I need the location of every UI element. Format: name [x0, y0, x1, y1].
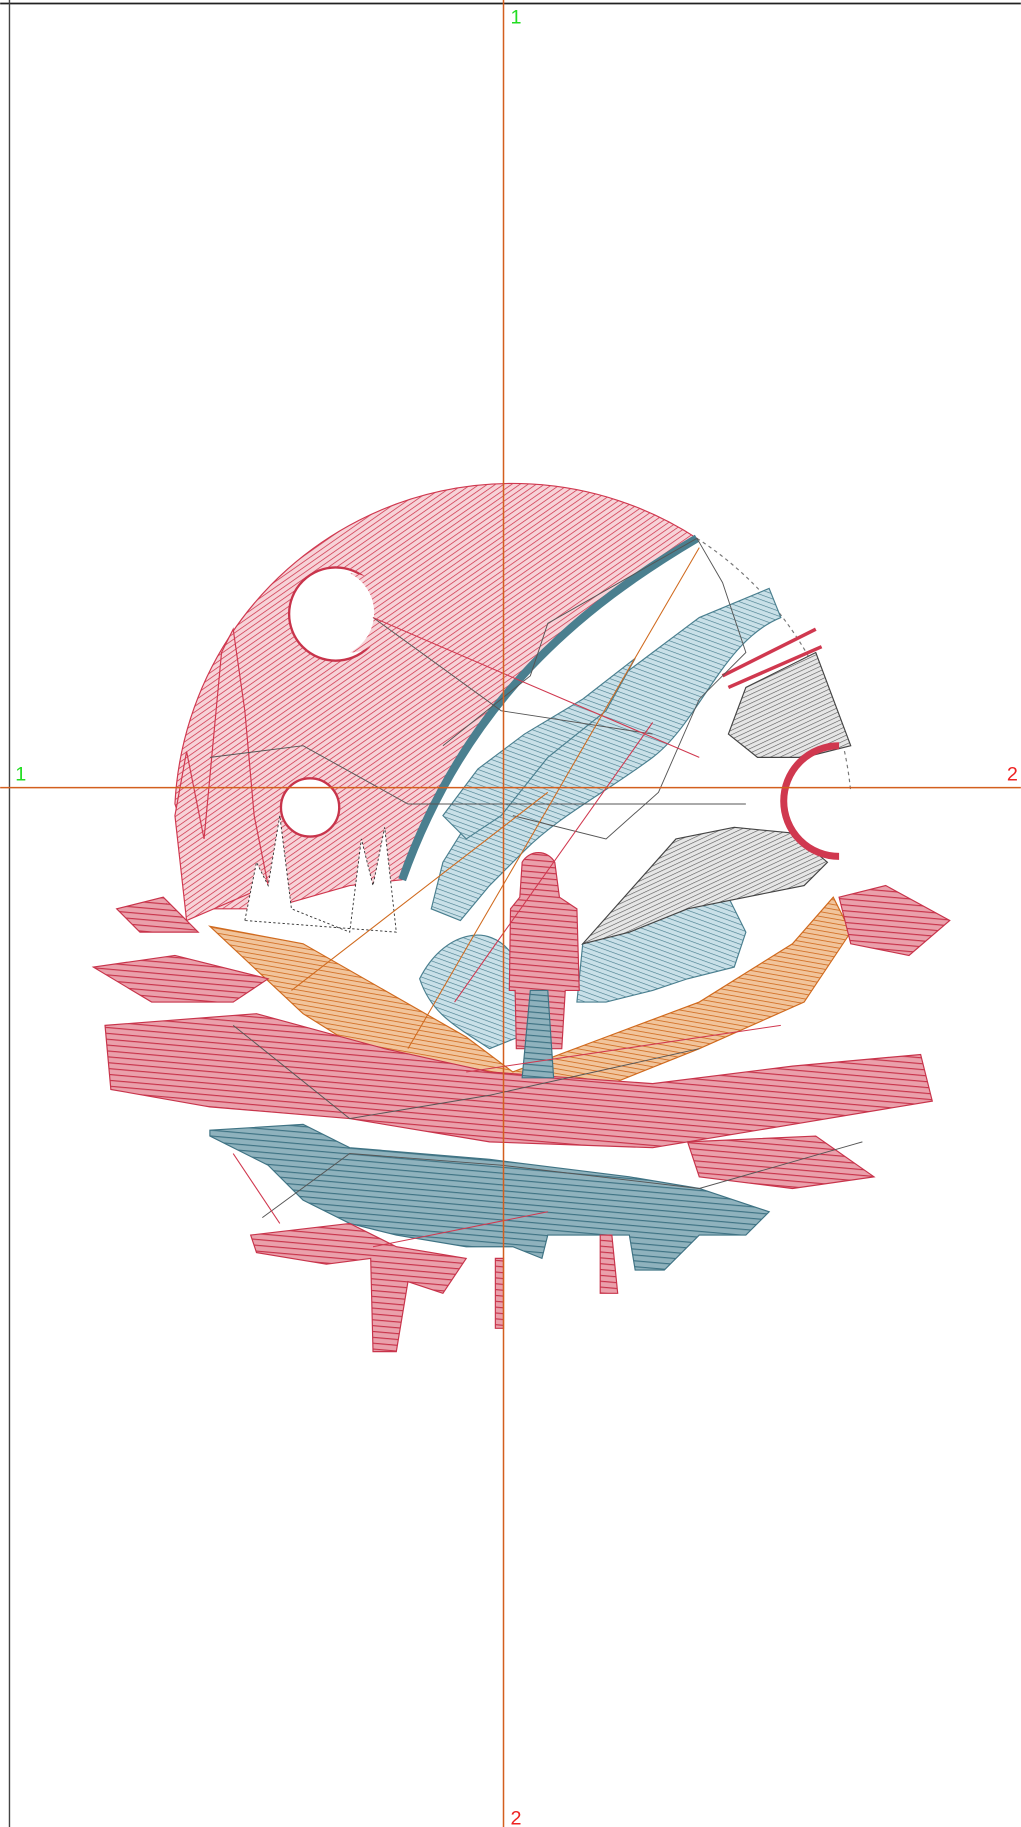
guide-label: 2 [511, 1808, 522, 1827]
jump-stitches [232, 617, 781, 1248]
rim-stripes [721, 627, 823, 690]
grey-cloud [727, 651, 852, 758]
guide-label: 2 [1007, 764, 1018, 786]
white-spires [244, 815, 397, 933]
ground-streaks [104, 1013, 934, 1149]
guide-label: 1 [15, 764, 26, 786]
ground-streaks [91, 884, 951, 1190]
rock-spires [174, 627, 269, 922]
planet-outline [696, 537, 852, 793]
astronaut [508, 852, 580, 1050]
moon-shade [349, 573, 390, 653]
astronaut-shadow [521, 989, 555, 1079]
embroidery-design [91, 482, 951, 1353]
jump-stitches [291, 547, 700, 1049]
planet-rim-right [780, 742, 840, 860]
jump-stitches [209, 537, 863, 1218]
guide-label: 1 [511, 6, 522, 28]
reflection-red [249, 1222, 619, 1353]
cloud-band [442, 657, 636, 840]
planet-rim [398, 534, 700, 882]
cloud-band [430, 587, 782, 922]
moon [279, 777, 341, 838]
grey-cloud [581, 826, 829, 945]
reflection [209, 1123, 771, 1271]
